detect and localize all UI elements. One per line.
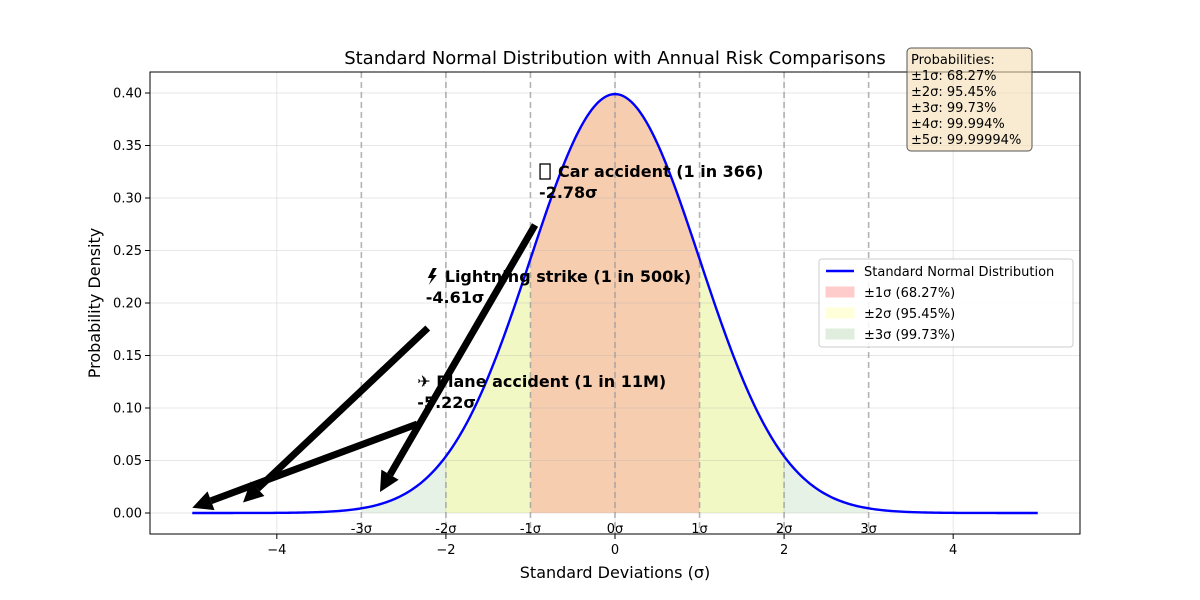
sigma-label: 1σ xyxy=(691,522,708,537)
legend: Standard Normal Distribution ±1σ (68.27%)… xyxy=(818,258,1074,348)
sigma-label: 3σ xyxy=(860,522,877,537)
sigma-label: -3σ xyxy=(351,522,372,537)
annotation-arrows xyxy=(192,223,539,511)
legend-label: ±1σ (68.27%) xyxy=(864,286,955,301)
annotation-labels: Car accident (1 in 366) -2.78σ Lightning s… xyxy=(417,162,763,412)
y-tick-label: 0.15 xyxy=(113,349,142,364)
arrow-shaft xyxy=(386,223,539,477)
x-tick-label: 2 xyxy=(780,543,788,558)
x-tick-label: 4 xyxy=(949,543,957,558)
legend-label: Standard Normal Distribution xyxy=(864,265,1054,280)
annotation-line1: Lightning strike (1 in 500k) xyxy=(445,267,691,286)
x-tick-label: 0 xyxy=(611,543,619,558)
car-icon xyxy=(539,163,551,180)
arrow-head xyxy=(192,491,215,511)
arrow-head xyxy=(379,469,399,492)
annotation-line1: Car accident (1 in 366) xyxy=(558,162,763,181)
y-tick-label: 0.05 xyxy=(113,454,142,469)
probability-line: ±3σ: 99.73% xyxy=(911,101,996,116)
probability-line: ±5σ: 99.99994% xyxy=(911,133,1021,148)
annotation-line2: -4.61σ xyxy=(426,288,485,307)
y-tick-label: 0.40 xyxy=(113,87,142,102)
axis-ticks: −4 −2 0 2 4 0.00 0.05 0.10 0.15 0.20 0.25 0.30 0.35 0… xyxy=(113,87,957,559)
sigma-label: 0σ xyxy=(607,522,624,537)
annotation-line2: -2.78σ xyxy=(539,183,598,202)
probability-line: ±1σ: 68.27% xyxy=(911,69,996,84)
probability-line: ±4σ: 99.994% xyxy=(911,117,1005,132)
probabilities-box: Probabilities:±1σ: 68.27%±2σ: 95.45%±3σ:… xyxy=(906,47,1033,152)
legend-label: ±2σ (95.45%) xyxy=(864,307,955,322)
y-tick-label: 0.25 xyxy=(113,244,142,259)
x-tick-label: −4 xyxy=(267,543,286,558)
chart-title: Standard Normal Distribution with Annual… xyxy=(344,48,886,69)
sigma-label: -2σ xyxy=(435,522,456,537)
sigma-label: -1σ xyxy=(520,522,541,537)
y-tick-label: 0.20 xyxy=(113,297,142,312)
plane-glyph: ✈ xyxy=(417,372,430,391)
probabilities-box-frame xyxy=(906,47,1033,152)
legend-box xyxy=(818,258,1074,348)
legend-patch-swatch xyxy=(825,328,855,340)
legend-label: ±3σ (99.73%) xyxy=(864,328,955,343)
annotation-line1: Plane accident (1 in 11M) xyxy=(436,372,666,391)
y-tick-label: 0.30 xyxy=(113,192,142,207)
probability-line: ±2σ: 95.45% xyxy=(911,85,996,100)
probability-line: Probabilities: xyxy=(911,53,995,68)
car-glyph-box xyxy=(539,163,551,180)
legend-patch-swatch xyxy=(825,286,855,298)
x-tick-label: −2 xyxy=(436,543,455,558)
y-tick-label: 0.00 xyxy=(113,507,142,522)
y-tick-label: 0.35 xyxy=(113,139,142,154)
sigma-reference-lines: -3σ -2σ -1σ 0σ 1σ 2σ 3σ xyxy=(351,72,877,537)
curve-layer xyxy=(192,92,1038,515)
arrow-shaft xyxy=(255,325,431,492)
legend-patch-swatch xyxy=(825,307,855,319)
lightning-bolt xyxy=(427,268,437,285)
arrow-head xyxy=(243,481,265,503)
annotation-line2: -5.22σ xyxy=(417,393,476,412)
plane-icon: ✈ xyxy=(417,372,430,391)
y-tick-label: 0.10 xyxy=(113,402,142,417)
sigma-label: 2σ xyxy=(776,522,793,537)
arrow-shaft xyxy=(209,420,419,505)
x-axis-title: Standard Deviations (σ) xyxy=(520,563,710,582)
y-axis-title: Probability Density xyxy=(85,228,104,379)
normal-curve-line xyxy=(192,92,1038,515)
lightning-icon xyxy=(427,268,437,285)
